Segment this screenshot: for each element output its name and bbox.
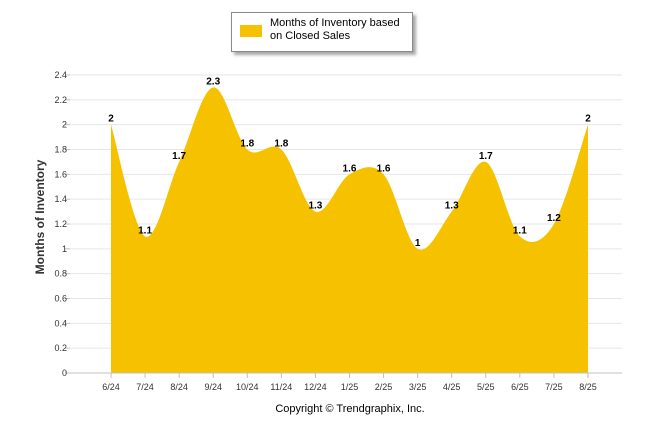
y-tick-label: 0.6 — [54, 294, 67, 304]
data-label: 1.7 — [479, 151, 493, 162]
y-tick-label: 2 — [62, 120, 67, 130]
data-labels: 2 1.1 1.7 2.3 1.8 1.8 1.3 1.6 1.6 1 1.3 1.7 1.1 1.2 2 — [108, 76, 591, 248]
data-label: 2 — [108, 114, 114, 125]
data-label: 1.8 — [240, 139, 254, 150]
y-tick-label: 0.4 — [54, 318, 67, 328]
x-tick-label: 5/25 — [477, 382, 495, 392]
x-tick-label: 8/24 — [170, 382, 188, 392]
data-label: 1.6 — [343, 163, 357, 174]
x-tick-label: 2/25 — [375, 382, 393, 392]
y-tick-label: 1.4 — [54, 194, 67, 204]
data-label: 1.6 — [377, 163, 391, 174]
x-tick-label: 3/25 — [409, 382, 427, 392]
y-axis-title: Months of Inventory — [33, 159, 47, 275]
legend-swatch — [240, 25, 262, 37]
y-tick-label: 2.4 — [54, 70, 67, 80]
legend[interactable]: Months of Inventory based on Closed Sale… — [231, 12, 413, 52]
y-tick-label: 0 — [62, 368, 67, 378]
x-axis: 6/24 7/24 8/24 9/24 10/24 11/24 12/24 1/25 2/25 3… — [70, 372, 622, 392]
x-tick-label: 11/24 — [270, 382, 292, 392]
data-label: 1.3 — [445, 201, 459, 212]
legend-label: Months of Inventory based on Closed Sale… — [270, 17, 400, 42]
series-area — [111, 87, 588, 374]
x-tick-label: 6/25 — [511, 382, 529, 392]
data-label: 2 — [585, 114, 591, 125]
y-axis: 0 0.2 0.4 0.6 0.8 1 1.2 1.4 1.6 1.8 2 2.2 2.4 — [54, 70, 70, 378]
x-tick-label: 12/24 — [304, 382, 327, 392]
y-tick-label: 2.2 — [54, 95, 67, 105]
data-label: 1 — [415, 238, 421, 249]
copyright-text: Copyright © Trendgraphix, Inc. — [275, 403, 425, 415]
area-series — [111, 87, 588, 374]
y-tick-label: 1.6 — [54, 169, 67, 179]
x-tick-label: 4/25 — [443, 382, 461, 392]
data-label: 1.3 — [308, 201, 322, 212]
data-label: 1.8 — [274, 139, 288, 150]
y-tick-label: 1 — [62, 244, 67, 254]
y-tick-label: 1.8 — [54, 145, 67, 155]
x-tick-label: 6/24 — [102, 382, 120, 392]
y-tick-label: 0.8 — [54, 269, 67, 279]
y-tick-label: 1.2 — [54, 219, 67, 229]
x-tick-label: 7/24 — [136, 382, 154, 392]
x-tick-label: 7/25 — [545, 382, 563, 392]
data-label: 1.1 — [138, 225, 152, 236]
data-label: 2.3 — [206, 76, 220, 87]
x-tick-label: 10/24 — [236, 382, 259, 392]
x-tick-label: 9/24 — [204, 382, 222, 392]
y-tick-label: 0.2 — [54, 343, 67, 353]
data-label: 1.7 — [172, 151, 186, 162]
data-label: 1.2 — [547, 213, 561, 224]
x-tick-label: 1/25 — [341, 382, 359, 392]
data-label: 1.1 — [513, 225, 527, 236]
x-tick-label: 8/25 — [579, 382, 597, 392]
